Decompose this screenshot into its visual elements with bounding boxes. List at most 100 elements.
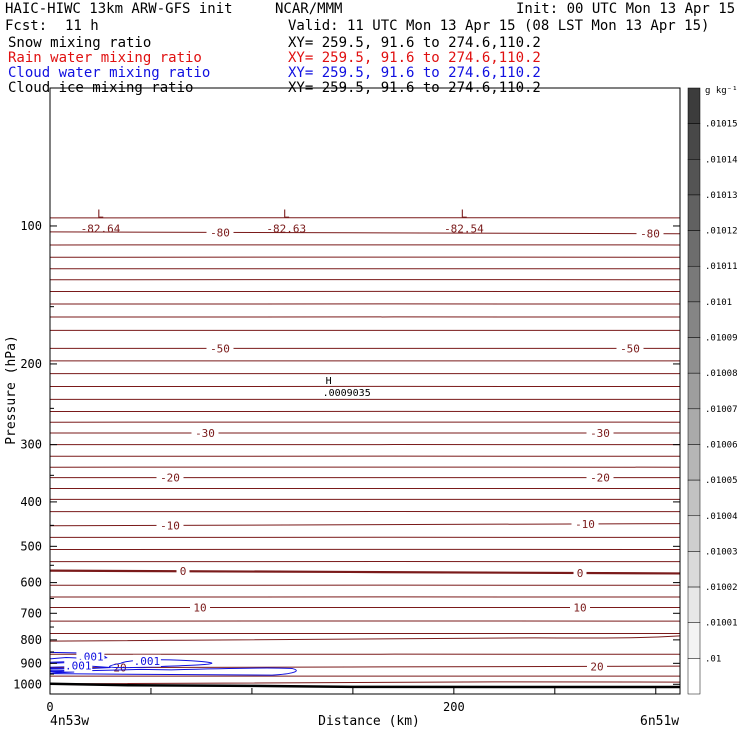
y-tick-label: 400 <box>20 495 42 509</box>
cloud-water-label: .001 <box>65 660 92 673</box>
agency-label: NCAR/MMM <box>275 1 342 17</box>
cloud-water-label: .001 <box>134 655 161 668</box>
isotherm-line <box>49 316 681 318</box>
field-legend: Snow mixing ratio XY= 259.5, 91.6 to 274.… <box>8 35 541 96</box>
isotherm-label-bg <box>206 342 234 355</box>
x-axis-title: Distance (km) <box>318 714 420 729</box>
y-tick-label: 600 <box>20 576 42 590</box>
isotherm-label: -20 <box>590 472 610 485</box>
isotherm-label-bg <box>571 517 599 530</box>
isotherm-label-bg <box>616 342 644 355</box>
colorbar-label: .01011 <box>705 262 738 272</box>
isotherm-line <box>49 560 681 563</box>
plot-frame <box>49 87 681 695</box>
colorbar-unit: g kg⁻¹ <box>705 86 738 96</box>
y-tick-label: 200 <box>20 357 42 371</box>
isotherm-line <box>49 536 681 539</box>
colorbar-segment <box>687 337 701 374</box>
colorbar-segment <box>687 194 701 231</box>
colorbar-label: .01012 <box>705 227 738 237</box>
right-location: 6n51w <box>640 714 679 729</box>
colorbar-segment <box>687 301 701 338</box>
cloud-water-label-bg <box>76 650 105 663</box>
field-xy: XY= 259.5, 91.6 to 274.6,110.2 <box>288 50 541 66</box>
y-tick-label: 100 <box>20 219 42 233</box>
isotherm-label: -30 <box>195 427 215 440</box>
y-tick-label: 1000 <box>13 677 42 691</box>
isotherm-label: 20 <box>590 660 603 673</box>
y-tick-label: 900 <box>20 656 42 670</box>
cloud-water-contour <box>49 671 63 673</box>
low-marker: L <box>97 208 104 221</box>
high-value: .0009035 <box>323 388 371 399</box>
colorbar-label: .01015 <box>705 120 738 130</box>
terrain-line <box>49 682 681 689</box>
y-axis-title: Pressure (hPa) <box>4 335 19 445</box>
isotherm-line <box>49 681 681 685</box>
colorbar-segment <box>687 408 701 445</box>
isotherm-line <box>49 675 681 677</box>
isotherm-label: 10 <box>573 602 586 615</box>
forecast-hours: 11 h <box>65 18 99 34</box>
isotherm-line <box>49 620 681 622</box>
isotherm-label: -30 <box>590 427 610 440</box>
isotherm-line <box>49 596 681 598</box>
isotherm-line <box>49 653 681 656</box>
isotherm-label-bg <box>570 601 590 614</box>
x-tick-label: 200 <box>443 700 465 714</box>
isotherm-label-bg <box>156 471 184 484</box>
header: HAIC-HIWC 13km ARW-GFS init NCAR/MMM Ini… <box>5 1 735 34</box>
colorbar-label: .01013 <box>705 191 738 201</box>
isotherm-label-bg <box>573 567 587 580</box>
colorbar-segment <box>687 515 701 552</box>
isotherm-line <box>49 443 681 446</box>
colorbar-label: .0101 <box>705 298 732 308</box>
left-location: 4n53w <box>50 714 89 729</box>
colorbar-segment <box>687 444 701 481</box>
colorbar-label: .01001 <box>705 619 738 629</box>
colorbar-label: .01002 <box>705 583 738 593</box>
isotherm-label-bg <box>156 519 184 532</box>
isotherm-label: -50 <box>620 342 640 355</box>
isotherm-line <box>49 385 681 388</box>
isotherm-line <box>49 372 681 375</box>
colorbar-label: .01004 <box>705 512 738 522</box>
colorbar-segment <box>687 551 701 588</box>
isotherm-label-bg <box>586 471 614 484</box>
low-value: -82.64 <box>81 223 121 236</box>
cloud-water-label-bg <box>64 659 93 672</box>
colorbar-label: .01003 <box>705 547 738 557</box>
isotherm-labeled-line <box>49 231 681 235</box>
isotherm-line <box>49 635 681 642</box>
isotherm-line <box>49 487 681 490</box>
low-value: -82.63 <box>266 223 306 236</box>
cloud-water-label-bg <box>132 654 161 667</box>
colorbar-segment <box>687 123 701 160</box>
isotherm-labeled-line <box>49 569 681 575</box>
isotherm-line <box>49 510 681 513</box>
low-marker: L <box>283 208 290 221</box>
model-title: HAIC-HIWC 13km ARW-GFS init <box>5 1 233 17</box>
high-marker: H <box>326 376 332 387</box>
y-tick-label: 300 <box>20 438 42 452</box>
low-marker: L <box>461 208 468 221</box>
colorbar-segment <box>687 372 701 410</box>
field-name: Rain water mixing ratio <box>8 50 202 66</box>
colorbar-segment <box>687 658 701 695</box>
colorbar-segment <box>687 479 701 517</box>
y-tick-label: 700 <box>20 606 42 620</box>
field-xy: XY= 259.5, 91.6 to 274.6,110.2 <box>288 65 541 81</box>
colorbar-label: .01006 <box>705 440 738 450</box>
isotherm-line <box>49 466 681 468</box>
isotherm-label: -10 <box>575 518 595 531</box>
colorbar-segment <box>687 87 701 124</box>
isotherm-label: 0 <box>180 565 187 578</box>
isotherm-label-bg <box>176 565 190 578</box>
isotherm-line <box>49 360 681 362</box>
colorbar-segment <box>687 159 701 196</box>
isotherm-line <box>49 329 681 332</box>
y-tick-label: 500 <box>20 539 42 553</box>
plot-area: -80 -80 -50 -50 -30 -30 -20 -20 -10 -10 0 0 10 10 20 20… <box>13 87 681 714</box>
isotherm-label-bg <box>206 226 234 239</box>
field-xy: XY= 259.5, 91.6 to 274.6,110.2 <box>288 35 541 51</box>
